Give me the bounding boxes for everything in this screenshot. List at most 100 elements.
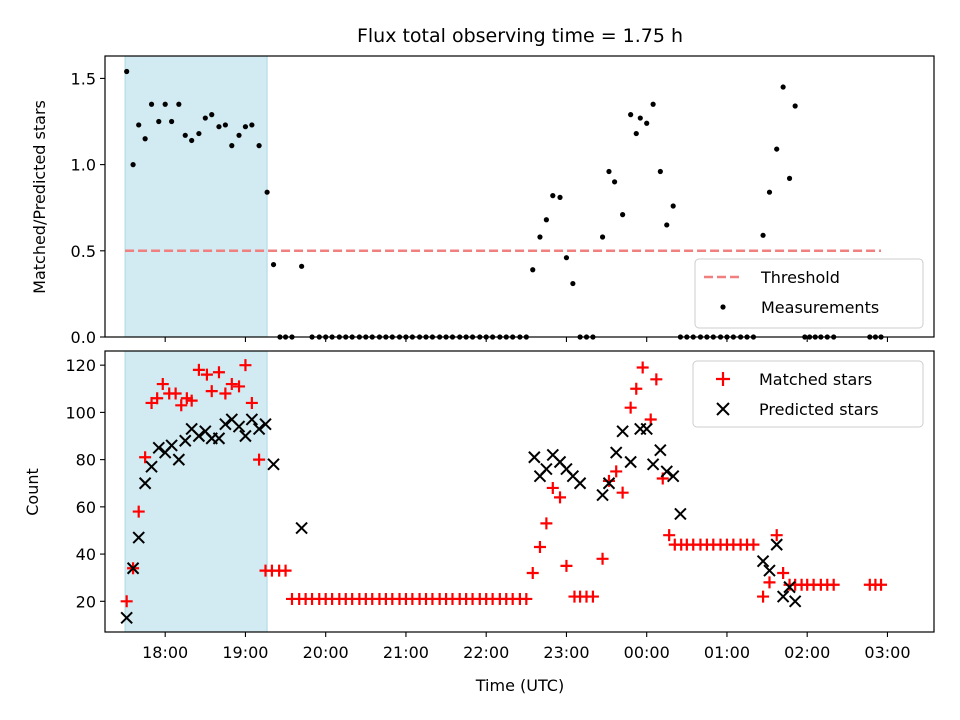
measurements-point [130,162,136,168]
predicted-stars-point [132,531,145,544]
observing-window-shade [124,55,268,338]
measurements-point [236,132,242,138]
matched-stars-point [757,590,770,603]
observing-window-shade [124,350,268,633]
measurements-point [537,234,543,240]
predicted-stars-point [259,417,272,431]
matched-stars-point [219,387,232,400]
measurements-point [786,175,793,181]
measurements-point [196,130,202,137]
matched-stars-point [151,392,164,405]
predicted-stars-point [770,538,783,551]
measurements-point [644,120,650,126]
predicted-legend-label: Predicted stars [759,400,879,419]
predicted-stars-point [145,460,158,473]
predicted-stars-point [783,580,796,594]
y-tick-label: 20 [76,592,96,611]
measurements-legend-swatch [720,304,726,310]
bottom-panel-axes: 20 40 60 80 100 120 18:00 19:00 20:00 21:00 22:00 2… [65,356,910,662]
matched-stars-point [636,361,649,374]
measurements-point [136,122,142,128]
measurements-point [249,122,255,128]
matched-stars-point [663,529,676,542]
matched-stars-point [169,387,182,400]
y-tick-label: 80 [76,451,96,470]
matched-stars-point [520,592,533,605]
predicted-stars-point [179,434,192,447]
measurements-point [256,143,262,149]
measurements-point [633,130,639,137]
predicted-stars-point [573,477,587,490]
measurements-point [550,193,556,199]
predicted-stars-point [646,458,660,471]
predicted-stars-point [172,453,186,466]
x-tick-label: 18:00 [142,643,188,662]
measurements-point [182,132,188,138]
matched-stars-point [650,373,663,386]
measurements-point [628,112,634,118]
top-panel-frame [104,55,935,338]
measurements-point [657,168,663,175]
measurements-legend-label: Measurements [761,298,879,317]
measurements-point [189,137,195,144]
y-tick-label: 40 [76,545,96,564]
x-tick-label: 22:00 [463,643,509,662]
predicted-stars-point [252,422,266,436]
matched-stars-point [747,538,760,551]
measurements-point [563,255,570,261]
predicted-stars-point [192,429,206,443]
matched-stars-point [139,451,152,464]
x-axis-title: Time (UTC) [475,676,564,695]
predicted-stars-point [596,488,609,502]
bottom-panel-marks [120,359,888,625]
measurements-point [606,168,612,175]
predicted-stars-point [666,469,680,483]
predicted-stars-point [232,420,246,433]
matched-stars-point [540,517,553,530]
measurements-point [216,124,222,130]
matched-stars-point [770,529,783,542]
measurements-point [299,263,305,269]
x-tick-label: 19:00 [222,643,268,662]
top-legend: Threshold Measurements [694,258,924,329]
top-y-axis-title: Matched/Predicted stars [30,100,49,294]
measurements-point [156,118,162,125]
matched-stars-point [279,564,292,577]
matched-stars-point [602,474,615,487]
matched-stars-point [253,453,266,466]
x-tick-label: 01:00 [704,643,750,662]
x-tick-label: 03:00 [864,643,910,662]
bottom-y-axis-title: Count [23,468,42,516]
matched-stars-point [156,378,169,391]
predicted-stars-point [763,564,776,577]
predicted-stars-point [165,439,178,452]
predicted-stars-point [674,507,687,521]
predicted-stars-point [528,451,541,464]
matched-stars-point [554,491,567,504]
measurements-point [222,122,228,128]
bottom-legend: Matched stars Predicted stars [692,360,924,428]
matched-stars-point [132,505,145,518]
predicted-stars-point [756,554,770,568]
predicted-stars-point [138,477,152,490]
matched-stars-point [212,366,225,379]
measurements-point [270,261,277,268]
measurements-point [209,112,215,118]
predicted-stars-point [788,595,802,608]
matched-stars-point [533,540,546,553]
x-tick-label: 21:00 [383,643,429,662]
matched-stars-point [610,465,623,478]
measurements-point [650,101,656,107]
matched-stars-point [546,481,559,494]
measurements-point [169,118,175,125]
measurements-point [242,124,249,130]
predicted-stars-point [120,611,133,625]
measurements-point [637,115,643,121]
measurements-point [229,143,235,149]
threshold-legend-label: Threshold [760,268,840,287]
bottom-panel: 20 40 60 80 100 120 18:00 19:00 20:00 21:00 22:00 2… [23,350,935,695]
measurements-point [766,189,773,195]
predicted-stars-point [126,562,140,575]
top-panel: 0.0 0.5 1.0 1.5 Matched/Predicted stars Thr… [30,55,935,347]
